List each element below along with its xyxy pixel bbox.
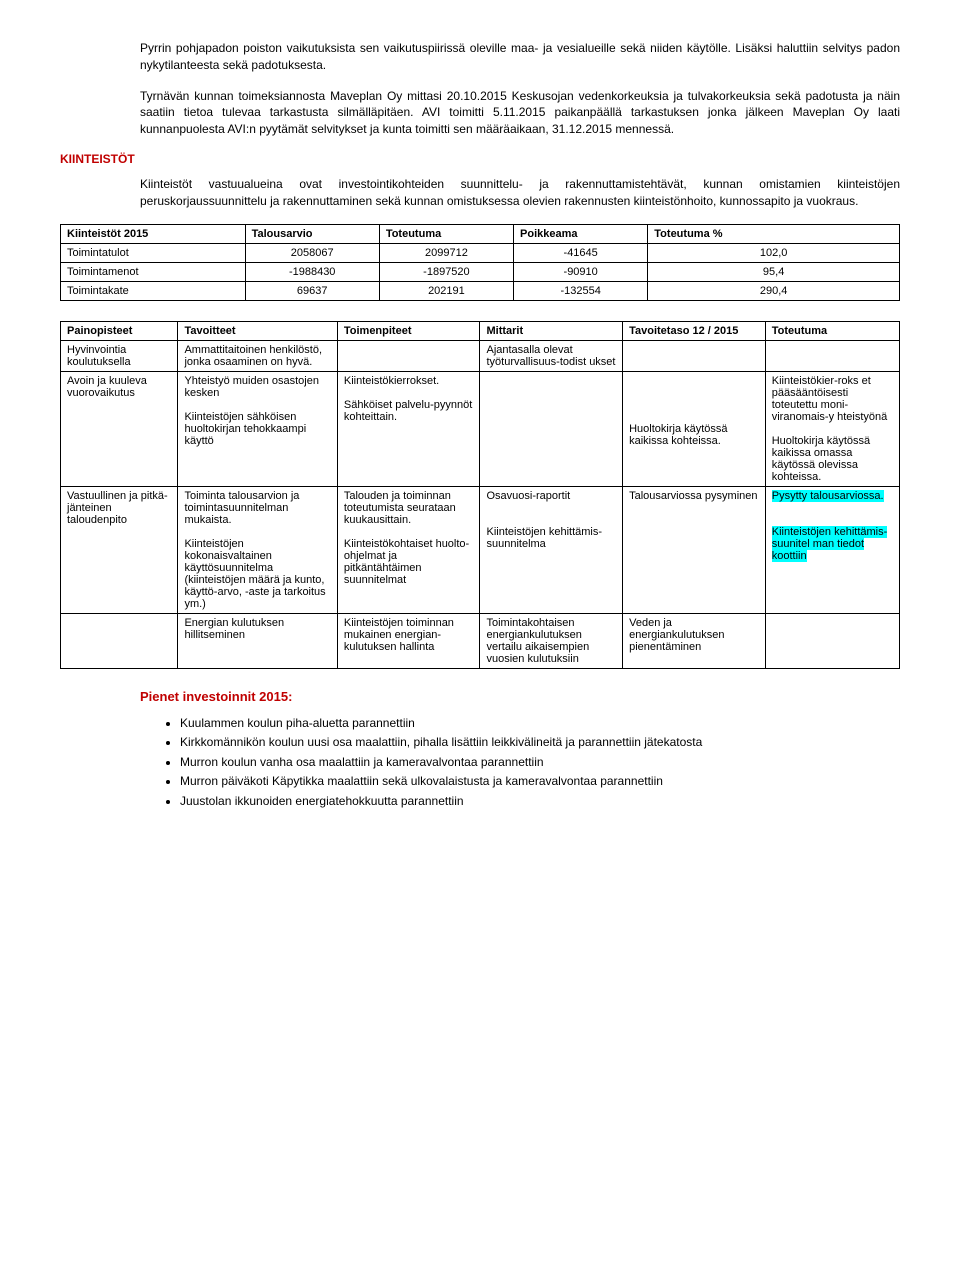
t2-r3-c5b: Kiinteistöjen kehittämis-suunitel man ti… bbox=[772, 526, 888, 562]
t1-h0: Kiinteistöt 2015 bbox=[61, 224, 246, 243]
inv-item-2: Murron koulun vanha osa maalattiin ja ka… bbox=[180, 755, 900, 771]
t2-r3-c3b: Kiinteistöjen kehittämis-suunnitelma bbox=[486, 526, 616, 550]
t1-r2-label: Toimintakate bbox=[61, 281, 246, 300]
intro-para-1: Pyrrin pohjapadon poiston vaikutuksista … bbox=[140, 40, 900, 74]
t2-r4-c1: Energian kulutuksen hillitseminen bbox=[178, 613, 337, 668]
t2-r1-c2 bbox=[337, 340, 480, 371]
t1-r1-v3: -90910 bbox=[514, 262, 648, 281]
t2-r2-c3 bbox=[480, 371, 623, 486]
t2-r3-c3a: Osavuosi-raportit bbox=[486, 490, 616, 502]
t1-r0-v1: 2058067 bbox=[245, 243, 379, 262]
table-kiinteistot-summary: Kiinteistöt 2015 Talousarvio Toteutuma P… bbox=[60, 224, 900, 301]
t2-r2-c5a: Kiinteistökier-roks et pääsääntöisesti t… bbox=[772, 375, 893, 423]
t2-h3: Mittarit bbox=[480, 321, 623, 340]
section1-para: Kiinteistöt vastuualueina ovat investoin… bbox=[140, 176, 900, 210]
inv-item-0: Kuulammen koulun piha-aluetta parannetti… bbox=[180, 716, 900, 732]
t2-r2-c0: Avoin ja kuuleva vuorovaikutus bbox=[61, 371, 178, 486]
investments-heading: Pienet investoinnit 2015: bbox=[140, 689, 900, 704]
t2-r3-c1: Toiminta talousarvion ja toimintasuunnit… bbox=[178, 486, 337, 613]
t2-r4-c4: Veden ja energiankulutuksen pienentämine… bbox=[623, 613, 766, 668]
t2-r3-c0: Vastuullinen ja pitkä-jänteinen talouden… bbox=[61, 486, 178, 613]
t2-r4-c2: Kiinteistöjen toiminnan mukainen energia… bbox=[337, 613, 480, 668]
section-heading-kiinteistot: KIINTEISTÖT bbox=[60, 152, 900, 166]
t2-h2: Toimenpiteet bbox=[337, 321, 480, 340]
t1-r0-v3: -41645 bbox=[514, 243, 648, 262]
t1-r0-label: Toimintatulot bbox=[61, 243, 246, 262]
t1-r2-v3: -132554 bbox=[514, 281, 648, 300]
t1-r1-v1: -1988430 bbox=[245, 262, 379, 281]
t2-r3-c5a: Pysytty talousarviossa. bbox=[772, 490, 884, 502]
t2-r3-c1a: Toiminta talousarvion ja toimintasuunnit… bbox=[184, 490, 330, 526]
t2-r1-c1: Ammattitaitoinen henkilöstö, jonka osaam… bbox=[178, 340, 337, 371]
t1-r2-v2: 202191 bbox=[379, 281, 513, 300]
t1-r0-v2: 2099712 bbox=[379, 243, 513, 262]
t2-r2-c5: Kiinteistökier-roks et pääsääntöisesti t… bbox=[765, 371, 899, 486]
t2-r2-c2: Kiinteistökierrokset. Sähköiset palvelu-… bbox=[337, 371, 480, 486]
investments-list: Kuulammen koulun piha-aluetta parannetti… bbox=[160, 716, 900, 810]
table-painopisteet: Painopisteet Tavoitteet Toimenpiteet Mit… bbox=[60, 321, 900, 669]
inv-item-1: Kirkkomännikön koulun uusi osa maalattii… bbox=[180, 735, 900, 751]
t2-r2-c2b: Sähköiset palvelu-pyynnöt kohteittain. bbox=[344, 399, 474, 423]
t2-h0: Painopisteet bbox=[61, 321, 178, 340]
inv-item-4: Juustolan ikkunoiden energiatehokkuutta … bbox=[180, 794, 900, 810]
t2-r3-c3: Osavuosi-raportit Kiinteistöjen kehittäm… bbox=[480, 486, 623, 613]
t2-r3-c2: Talouden ja toiminnan toteutumista seura… bbox=[337, 486, 480, 613]
t1-h4: Toteutuma % bbox=[648, 224, 900, 243]
inv-item-3: Murron päiväkoti Käpytikka maalattiin se… bbox=[180, 774, 900, 790]
t2-r2-c4: Huoltokirja käytössä kaikissa kohteissa. bbox=[623, 371, 766, 486]
t2-r3-c2a: Talouden ja toiminnan toteutumista seura… bbox=[344, 490, 474, 526]
t1-r2-v4: 290,4 bbox=[648, 281, 900, 300]
t2-r2-c1b: Kiinteistöjen sähköisen huoltokirjan teh… bbox=[184, 411, 330, 447]
t1-r2-v1: 69637 bbox=[245, 281, 379, 300]
t2-r3-c1b: Kiinteistöjen kokonaisvaltainen käyttösu… bbox=[184, 538, 330, 610]
t2-r2-c5b: Huoltokirja käytössä kaikissa omassa käy… bbox=[772, 435, 893, 483]
t2-r4-c5 bbox=[765, 613, 899, 668]
t2-h5: Toteutuma bbox=[765, 321, 899, 340]
t1-h3: Poikkeama bbox=[514, 224, 648, 243]
intro-para-2: Tyrnävän kunnan toimeksiannosta Maveplan… bbox=[140, 88, 900, 138]
t2-h4: Tavoitetaso 12 / 2015 bbox=[623, 321, 766, 340]
t1-h2: Toteutuma bbox=[379, 224, 513, 243]
t2-r4-c0 bbox=[61, 613, 178, 668]
t2-r1-c4 bbox=[623, 340, 766, 371]
t2-r2-c2a: Kiinteistökierrokset. bbox=[344, 375, 474, 387]
t2-r4-c3: Toimintakohtaisen energiankulutuksen ver… bbox=[480, 613, 623, 668]
t1-r1-v4: 95,4 bbox=[648, 262, 900, 281]
t2-r2-c1: Yhteistyö muiden osastojen kesken Kiinte… bbox=[178, 371, 337, 486]
t2-r1-c5 bbox=[765, 340, 899, 371]
t2-r1-c3: Ajantasalla olevat työturvallisuus-todis… bbox=[480, 340, 623, 371]
t2-h1: Tavoitteet bbox=[178, 321, 337, 340]
t1-r1-v2: -1897520 bbox=[379, 262, 513, 281]
t1-h1: Talousarvio bbox=[245, 224, 379, 243]
t2-r3-c5: Pysytty talousarviossa. Kiinteistöjen ke… bbox=[765, 486, 899, 613]
t2-r3-c4: Talousarviossa pysyminen bbox=[623, 486, 766, 613]
t2-r1-c0: Hyvinvointia koulutuksella bbox=[61, 340, 178, 371]
t2-r3-c2b: Kiinteistökohtaiset huolto-ohjelmat ja p… bbox=[344, 538, 474, 586]
t1-r1-label: Toimintamenot bbox=[61, 262, 246, 281]
t1-r0-v4: 102,0 bbox=[648, 243, 900, 262]
t2-r2-c1a: Yhteistyö muiden osastojen kesken bbox=[184, 375, 330, 399]
